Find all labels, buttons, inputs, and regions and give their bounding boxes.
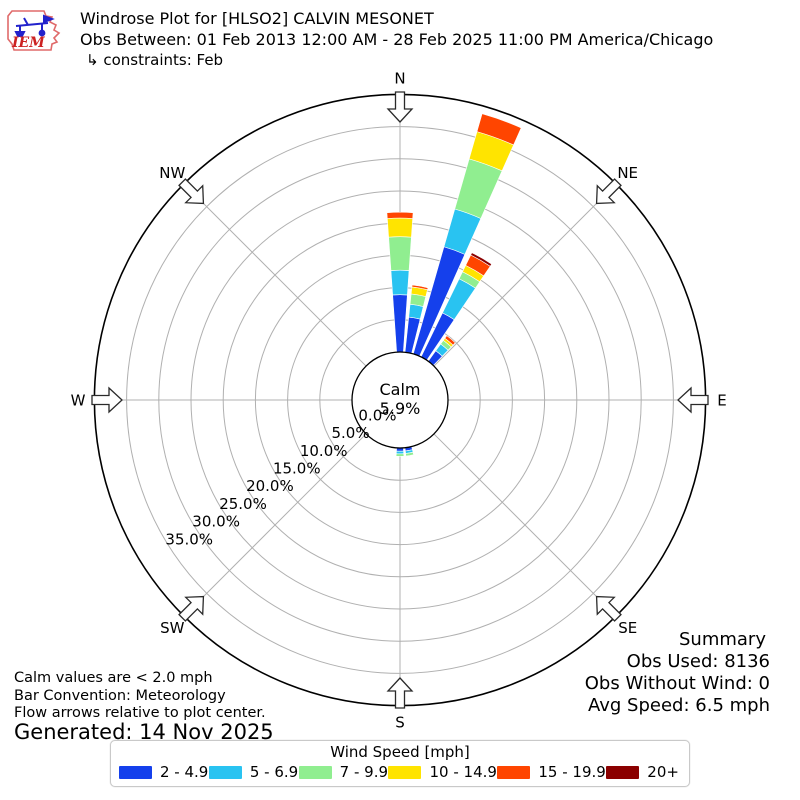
- radial-tick-label: 5.0%: [332, 424, 370, 442]
- footnote-arrows: Flow arrows relative to plot center.: [14, 705, 266, 721]
- wind-vane-icon: [14, 14, 55, 37]
- radial-tick-label: 25.0%: [219, 495, 267, 513]
- flow-arrow-ne: [595, 178, 622, 205]
- legend-swatch: [606, 765, 640, 779]
- legend-label: 7 - 9.9: [339, 763, 389, 781]
- legend-swatch: [298, 765, 332, 779]
- compass-label-nw: NW: [159, 164, 185, 182]
- legend-title: Wind Speed [mph]: [330, 743, 470, 761]
- page-title: Windrose Plot for [HLSO2] CALVIN MESONET: [80, 9, 434, 28]
- legend-label: 20+: [647, 763, 679, 781]
- wind-speed-legend: Wind Speed [mph] 2 - 4.9 5 - 6.9 7 - 9.9 10…: [110, 740, 690, 787]
- flow-arrow-e: [677, 386, 709, 414]
- windrose-bar-segment: [408, 303, 424, 320]
- legend-label: 5 - 6.9: [249, 763, 299, 781]
- windrose-bar-segment: [392, 294, 408, 353]
- radial-tick-label: 20.0%: [246, 477, 294, 495]
- legend-item: 7 - 9.9: [298, 763, 389, 781]
- legend-item: 20+: [606, 763, 679, 781]
- summary-block: Summary Obs Used: 8136 Obs Without Wind:…: [585, 629, 770, 717]
- flow-arrow-sw: [178, 595, 205, 622]
- windrose-bar-segment: [386, 211, 414, 219]
- radial-tick-label: 0.0%: [358, 406, 396, 424]
- calm-label: Calm: [379, 380, 420, 399]
- flow-arrow-n: [386, 91, 414, 123]
- summary-avg-speed: Avg Speed: 6.5 mph: [588, 695, 770, 716]
- summary-obs-without-wind: Obs Without Wind: 0: [584, 673, 770, 694]
- legend-swatch: [119, 765, 152, 779]
- grid-ring: [126, 126, 674, 674]
- radial-tick-label: 30.0%: [192, 513, 240, 531]
- windrose-bar-segment: [386, 217, 414, 238]
- footnotes-block: Calm values are < 2.0 mph Bar Convention…: [14, 670, 274, 744]
- iem-logo: IEM: [4, 6, 68, 56]
- legend-swatch: [208, 765, 242, 779]
- constraints-line: ↳ constraints: Feb: [86, 51, 224, 69]
- legend-label: 10 - 14.9: [429, 763, 497, 781]
- windrose-bar-segment: [470, 252, 493, 267]
- windrose-bar-segment: [476, 113, 522, 146]
- radial-tick-label: 35.0%: [165, 530, 213, 548]
- flow-arrow-se: [595, 595, 622, 622]
- compass-label-ne: NE: [617, 164, 638, 182]
- legend-item: 2 - 4.9: [119, 763, 208, 781]
- legend-label: 2 - 4.9: [160, 763, 209, 781]
- radial-tick-label: 15.0%: [273, 459, 321, 477]
- windrose-bar-segment: [405, 451, 415, 457]
- calm-percent: 5.9%: [380, 399, 421, 418]
- windrose-bar-segment: [444, 335, 456, 346]
- legend-item: 10 - 14.9: [388, 763, 497, 781]
- legend-items: 2 - 4.9 5 - 6.9 7 - 9.9 10 - 14.9 15 - 19.9 2…: [111, 761, 689, 781]
- obs-between-subtitle: Obs Between: 01 Feb 2013 12:00 AM - 28 F…: [80, 30, 714, 49]
- iem-logo-text: IEM: [11, 35, 45, 51]
- compass-label-n: N: [394, 70, 405, 88]
- windrose-bar-segment: [390, 269, 410, 296]
- flow-arrow-s: [386, 677, 414, 709]
- summary-obs-used: Obs Used: 8136: [626, 651, 770, 672]
- windrose-bar-segment: [395, 453, 405, 457]
- compass-label-e: E: [717, 392, 726, 410]
- compass-label-se: SE: [618, 619, 637, 637]
- grid-ring: [190, 190, 610, 610]
- windrose-bar-segment: [411, 284, 429, 291]
- grid-ring: [158, 158, 642, 642]
- flow-arrow-nw: [178, 178, 205, 205]
- summary-title: Summary: [679, 629, 766, 650]
- legend-item: 5 - 6.9: [208, 763, 299, 781]
- legend-swatch: [497, 765, 531, 779]
- radial-tick-label: 10.0%: [300, 442, 348, 460]
- flow-arrow-w: [91, 386, 123, 414]
- compass-label-s: S: [395, 714, 405, 732]
- legend-item: 15 - 19.9: [497, 763, 606, 781]
- windrose-bar-segment: [388, 236, 412, 271]
- compass-label-w: W: [71, 392, 86, 410]
- footnote-calm: Calm values are < 2.0 mph: [14, 670, 213, 686]
- windrose-bar-segment: [395, 450, 405, 455]
- legend-swatch: [388, 765, 422, 779]
- footnote-convention: Bar Convention: Meteorology: [14, 687, 226, 704]
- generated-date: Generated: 14 Nov 2025: [14, 719, 274, 744]
- compass-label-sw: SW: [160, 619, 185, 637]
- calm-circle: [351, 351, 449, 449]
- legend-label: 15 - 19.9: [538, 763, 606, 781]
